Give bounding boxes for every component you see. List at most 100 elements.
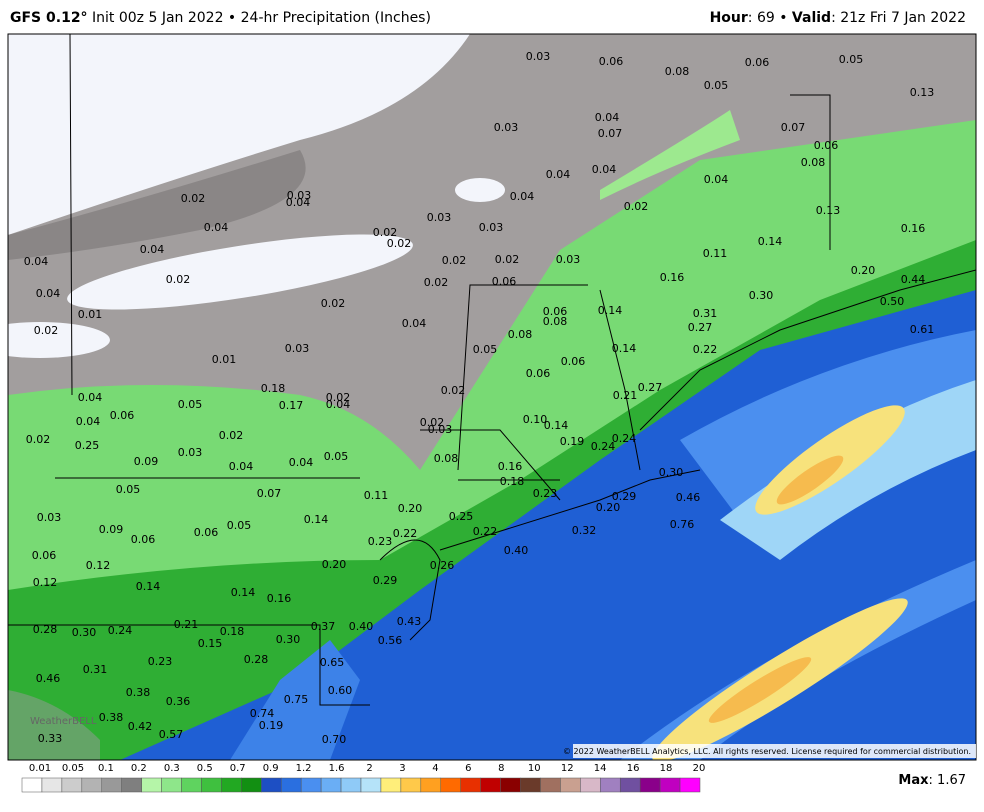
map-value-label: 0.17 bbox=[279, 399, 304, 412]
map-value-label: 0.23 bbox=[368, 535, 393, 548]
map-value-label: 0.04 bbox=[595, 111, 620, 124]
legend-label: 2 bbox=[366, 763, 372, 774]
map-value-label: 0.06 bbox=[543, 305, 568, 318]
legend-swatch bbox=[280, 777, 302, 793]
map-value-label: 0.03 bbox=[37, 511, 62, 524]
map-value-label: 0.02 bbox=[424, 276, 449, 289]
map-value-label: 0.65 bbox=[320, 656, 345, 669]
map-value-label: 0.04 bbox=[402, 317, 427, 330]
legend-label: 0.9 bbox=[263, 763, 279, 774]
legend-swatch bbox=[221, 777, 242, 793]
copyright: © 2022 WeatherBELL Analytics, LLC. All r… bbox=[563, 747, 971, 756]
legend-label: 14 bbox=[594, 763, 607, 774]
header-right: Hour: 69 • Valid: 21z Fri 7 Jan 2022 bbox=[710, 10, 966, 26]
legend-swatch bbox=[440, 777, 461, 793]
map-value-label: 0.14 bbox=[136, 580, 161, 593]
map-value-label: 0.04 bbox=[326, 398, 351, 411]
valid: : 21z Fri 7 Jan 2022 bbox=[831, 10, 966, 26]
map-value-label: 0.02 bbox=[441, 384, 466, 397]
map-value-label: 0.07 bbox=[257, 487, 282, 500]
legend-label: 0.2 bbox=[131, 763, 147, 774]
map-value-label: 0.06 bbox=[814, 139, 839, 152]
valid-label: Valid bbox=[792, 10, 831, 26]
legend-label: 12 bbox=[561, 763, 574, 774]
map-value-label: 0.02 bbox=[219, 429, 244, 442]
legend-swatch bbox=[320, 777, 342, 793]
legend-swatch bbox=[540, 777, 561, 793]
map-value-label: 0.03 bbox=[285, 342, 310, 355]
map-value-label: 0.10 bbox=[523, 413, 548, 426]
map-value-label: 0.02 bbox=[326, 391, 351, 404]
map-value-label: 0.74 bbox=[250, 707, 275, 720]
map-value-label: 0.19 bbox=[259, 719, 284, 732]
map-value-label: 0.04 bbox=[592, 163, 617, 176]
map-value-label: 0.15 bbox=[198, 637, 223, 650]
map-value-label: 0.06 bbox=[599, 55, 624, 68]
map-value-label: 0.12 bbox=[33, 576, 58, 589]
legend-swatch bbox=[580, 777, 601, 793]
hour: : 69 • bbox=[748, 10, 792, 26]
map-value-label: 0.22 bbox=[473, 525, 498, 538]
legend-swatch bbox=[121, 777, 142, 793]
map-value-label: 0.24 bbox=[612, 432, 637, 445]
hour-label: Hour bbox=[710, 10, 748, 26]
map-value-label: 0.31 bbox=[83, 663, 108, 676]
legend-label: 0.7 bbox=[230, 763, 246, 774]
legend-swatch bbox=[420, 777, 442, 793]
map-value-label: 0.05 bbox=[116, 483, 141, 496]
map-value-label: 0.20 bbox=[398, 502, 423, 515]
map-value-label: 0.46 bbox=[36, 672, 61, 685]
map-value-label: 0.76 bbox=[670, 518, 695, 531]
map-value-label: 0.18 bbox=[261, 382, 286, 395]
map-value-label: 0.02 bbox=[442, 254, 467, 267]
map-value-label: 0.27 bbox=[688, 321, 713, 334]
legend-swatch bbox=[241, 777, 262, 793]
map-labels: 0.03 0.06 0.08 0.06 0.05 0.05 0.13 0.03 0.04 0.07… bbox=[24, 50, 935, 746]
map-value-label: 0.06 bbox=[492, 275, 517, 288]
map-value-label: 0.05 bbox=[178, 398, 203, 411]
legend-label: 20 bbox=[693, 763, 706, 774]
map-value-label: 0.30 bbox=[749, 289, 774, 302]
map-value-label: 0.04 bbox=[289, 456, 314, 469]
legend-swatch bbox=[520, 777, 541, 793]
legend-swatch bbox=[61, 777, 83, 793]
map-value-label: 0.27 bbox=[638, 381, 663, 394]
legend-swatch bbox=[201, 777, 222, 793]
legend-swatch bbox=[659, 777, 681, 793]
map-value-label: 0.16 bbox=[267, 592, 292, 605]
map-value-label: 0.04 bbox=[229, 460, 254, 473]
legend-label: 0.05 bbox=[62, 763, 84, 774]
legend-swatch bbox=[340, 777, 362, 793]
map-value-label: 0.75 bbox=[284, 693, 309, 706]
map-value-label: 0.03 bbox=[427, 211, 452, 224]
map-value-label: 0.04 bbox=[704, 173, 729, 186]
map-value-label: 0.07 bbox=[598, 127, 623, 140]
map-value-label: 0.44 bbox=[901, 273, 926, 286]
map-value-label: 0.04 bbox=[78, 391, 103, 404]
max-label: Max bbox=[898, 773, 929, 788]
map-value-label: 0.50 bbox=[880, 295, 905, 308]
map-value-label: 0.03 bbox=[428, 423, 453, 436]
map-value-label: 0.25 bbox=[449, 510, 474, 523]
map-value-label: 0.05 bbox=[704, 79, 729, 92]
map-value-label: 0.13 bbox=[816, 204, 841, 217]
map-value-label: 0.06 bbox=[745, 56, 770, 69]
map-value-label: 0.06 bbox=[131, 533, 156, 546]
legend-label: 0.3 bbox=[164, 763, 180, 774]
map-value-label: 0.16 bbox=[660, 271, 685, 284]
legend-swatch bbox=[360, 777, 382, 793]
legend-swatch bbox=[400, 777, 422, 793]
legend-label: 3 bbox=[399, 763, 405, 774]
legend-label: 0.01 bbox=[29, 763, 51, 774]
map-value-label: 0.03 bbox=[479, 221, 504, 234]
map-value-label: 0.08 bbox=[665, 65, 690, 78]
legend-label: 0.1 bbox=[98, 763, 114, 774]
map-value-label: 0.04 bbox=[204, 221, 229, 234]
map-value-label: 0.40 bbox=[504, 544, 529, 557]
map-value-label: 0.04 bbox=[36, 287, 61, 300]
legend-swatch bbox=[600, 777, 621, 793]
map-value-label: 0.04 bbox=[76, 415, 101, 428]
map-value-label: 0.29 bbox=[373, 574, 398, 587]
title: Init 00z 5 Jan 2022 • 24-hr Precipitatio… bbox=[92, 10, 431, 26]
map-value-label: 0.38 bbox=[126, 686, 151, 699]
